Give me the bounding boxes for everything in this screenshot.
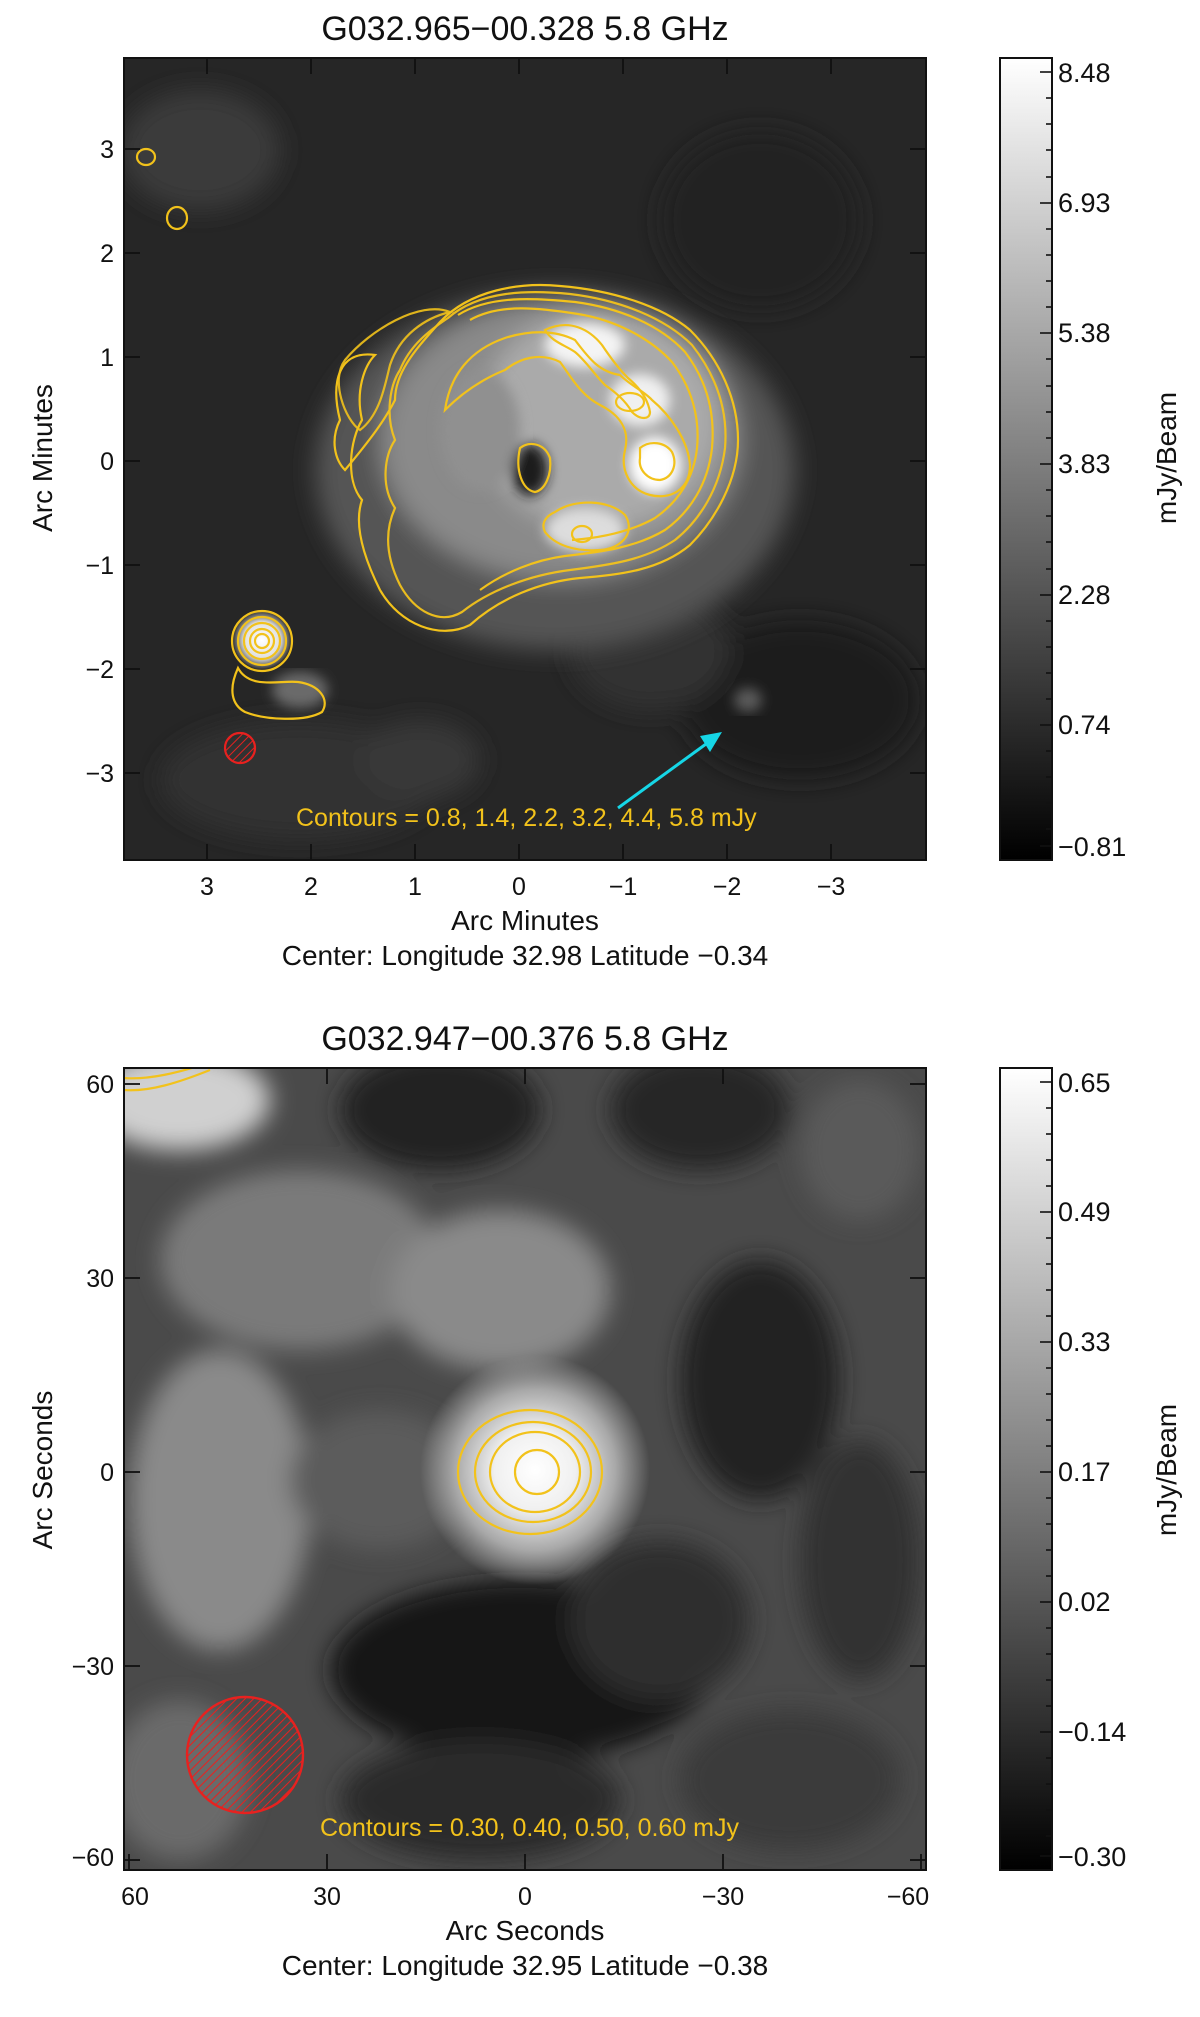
x-tick: 3 [200, 873, 214, 901]
x-tick: 2 [304, 873, 318, 901]
x-axis-label: Arc Seconds [446, 1915, 605, 1946]
x-axis-label: Arc Minutes [451, 905, 599, 936]
y-tick: −1 [85, 552, 114, 580]
x-tick: 0 [518, 1883, 532, 1911]
colorbar-tick: 6.93 [1058, 188, 1111, 218]
center-caption: Center: Longitude 32.95 Latitude −0.38 [282, 1950, 769, 1981]
x-tick: 1 [408, 873, 422, 901]
colorbar-tick: −0.30 [1058, 1842, 1126, 1872]
x-tick: −3 [817, 873, 846, 901]
y-tick: 2 [100, 240, 114, 268]
y-tick-labels: 60 30 0 −30 −60 [72, 1071, 114, 1872]
plot-frame [123, 57, 927, 861]
y-tick: 1 [100, 344, 114, 372]
x-tick-labels: 3 2 1 0 −1 −2 −3 [200, 873, 845, 901]
colorbar: 8.48 6.93 5.38 3.83 2.28 0.74 −0.81 mJy/… [999, 57, 1182, 862]
contours-note: Contours = 0.30, 0.40, 0.50, 0.60 mJy [320, 1814, 740, 1842]
x-tick-labels: 60 30 0 −30 −60 [121, 1883, 929, 1911]
contours-bottom [124, 1068, 604, 1536]
colorbar-tick: 0.02 [1058, 1587, 1111, 1617]
x-tick: −1 [609, 873, 638, 901]
colorbar-tick: 2.28 [1058, 580, 1111, 610]
colorbar-tick: 3.83 [1058, 449, 1111, 479]
colorbar-tick: −0.14 [1058, 1717, 1126, 1747]
colorbar-tick: 0.74 [1058, 710, 1111, 740]
y-tick: 3 [100, 136, 114, 164]
y-tick: −2 [85, 656, 114, 684]
y-tick-labels: 3 2 1 0 −1 −2 −3 [85, 136, 114, 788]
y-axis-ticks [124, 58, 926, 860]
x-tick: 30 [313, 1883, 341, 1911]
x-tick: −2 [713, 873, 742, 901]
y-tick: −3 [85, 760, 114, 788]
panel-title: G032.965−00.328 5.8 GHz [321, 10, 728, 48]
colorbar-tick: 8.48 [1058, 58, 1111, 88]
colorbar-tick: −0.81 [1058, 832, 1126, 862]
beam-ellipse [185, 1695, 305, 1815]
y-axis-label: Arc Minutes [27, 384, 58, 532]
arrow-icon [617, 732, 722, 810]
contours-note: Contours = 0.8, 1.4, 2.2, 3.2, 4.4, 5.8 … [296, 804, 757, 832]
contours-top [135, 147, 740, 720]
y-tick: 60 [86, 1071, 114, 1099]
colorbar-tick: 0.17 [1058, 1457, 1111, 1487]
x-tick: −60 [887, 1883, 929, 1911]
panel-bottom: G032.947−00.376 5.8 GHz [27, 1020, 1182, 1981]
y-tick: −60 [72, 1844, 114, 1872]
y-tick: 0 [100, 1459, 114, 1487]
radio-image [124, 58, 926, 860]
y-tick: 30 [86, 1265, 114, 1293]
colorbar-tick: 0.49 [1058, 1197, 1111, 1227]
colorbar-label: mJy/Beam [1151, 1404, 1182, 1536]
y-axis-ticks [124, 1068, 926, 1870]
x-tick: 60 [121, 1883, 149, 1911]
colorbar-tick: 0.65 [1058, 1068, 1111, 1098]
x-tick: −30 [702, 1883, 744, 1911]
panel-title: G032.947−00.376 5.8 GHz [321, 1020, 728, 1058]
y-tick: 0 [100, 448, 114, 476]
y-tick: −30 [72, 1653, 114, 1681]
colorbar: 0.65 0.49 0.33 0.17 0.02 −0.14 −0.30 mJy… [999, 1067, 1182, 1872]
colorbar-tick: 5.38 [1058, 318, 1111, 348]
colorbar-tick: 0.33 [1058, 1327, 1111, 1357]
beam-ellipse [223, 731, 257, 765]
panel-top: G032.965−00.328 5.8 GHz [27, 10, 1182, 971]
center-caption: Center: Longitude 32.98 Latitude −0.34 [282, 940, 769, 971]
y-axis-label: Arc Seconds [27, 1391, 58, 1550]
colorbar-label: mJy/Beam [1151, 392, 1182, 524]
x-tick: 0 [512, 873, 526, 901]
